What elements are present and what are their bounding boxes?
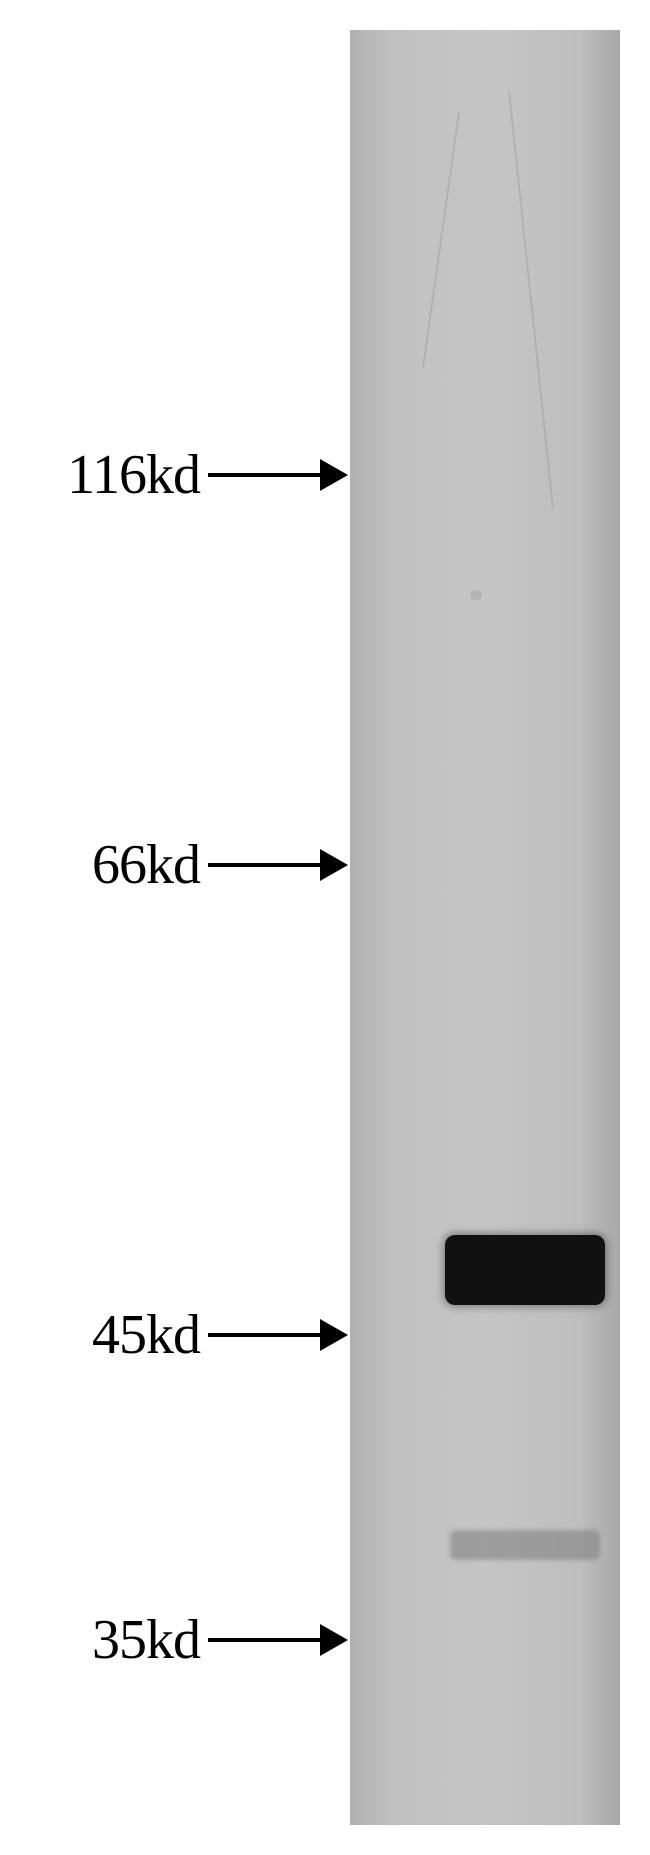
marker-label: 116kd xyxy=(0,443,200,507)
marker-label: 35kd xyxy=(0,1608,200,1672)
arrow-icon xyxy=(208,1610,348,1670)
main-band xyxy=(445,1235,605,1305)
marker-35kd: 35kd xyxy=(0,1610,348,1670)
watermark-text: WWW.PTGLAB.COM xyxy=(640,445,650,1414)
film-artifact xyxy=(470,590,482,600)
film-artifact xyxy=(422,111,460,369)
marker-label: 45kd xyxy=(0,1303,200,1367)
arrow-line xyxy=(208,1333,320,1337)
arrow-icon xyxy=(208,1305,348,1365)
arrow-icon xyxy=(208,835,348,895)
faint-band xyxy=(450,1530,600,1560)
arrow-head xyxy=(320,1319,348,1351)
marker-label: 66kd xyxy=(0,833,200,897)
marker-116kd: 116kd xyxy=(0,445,348,505)
marker-45kd: 45kd xyxy=(0,1305,348,1365)
film-artifact xyxy=(508,91,554,509)
blot-lane xyxy=(350,30,620,1825)
arrow-line xyxy=(208,1638,320,1642)
arrow-icon xyxy=(208,445,348,505)
arrow-line xyxy=(208,863,320,867)
arrow-head xyxy=(320,1624,348,1656)
arrow-head xyxy=(320,849,348,881)
arrow-line xyxy=(208,473,320,477)
marker-66kd: 66kd xyxy=(0,835,348,895)
arrow-head xyxy=(320,459,348,491)
